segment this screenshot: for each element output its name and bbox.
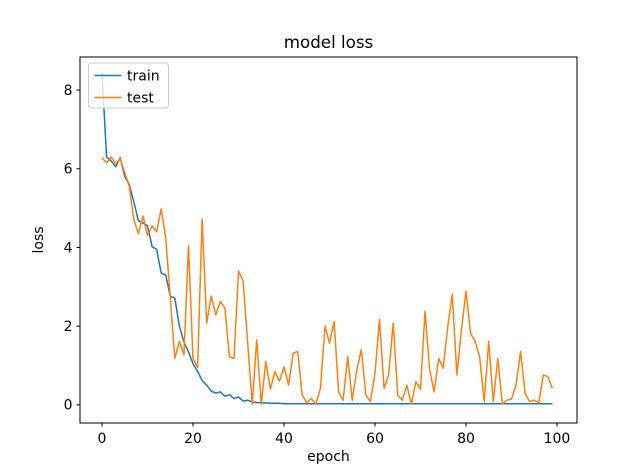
y-tick-label: 4 [64,240,73,256]
series-lines [101,73,554,405]
plot-area-spines [79,56,578,424]
x-tick-label: 0 [98,431,107,447]
chart-title: model loss [284,32,374,52]
x-axis-label: epoch [307,449,350,465]
legend-test-label: test [127,91,154,107]
legend: train test [88,62,169,109]
legend-train-label: train [127,69,160,85]
x-axis-ticks: 0 20 40 60 80 100 [98,423,571,447]
x-tick-label: 100 [544,431,571,447]
series-train-line [101,73,553,405]
x-tick-label: 20 [184,431,202,447]
y-axis-ticks: 0 2 4 6 8 [64,83,80,414]
y-tick-label: 2 [64,319,73,335]
x-tick-label: 80 [457,431,475,447]
series-test-line [101,156,554,405]
y-tick-label: 8 [64,83,73,99]
x-tick-label: 60 [366,431,384,447]
y-tick-label: 6 [64,162,73,178]
y-axis-label: loss [31,226,47,253]
x-tick-label: 40 [275,431,293,447]
y-tick-label: 0 [64,398,73,414]
